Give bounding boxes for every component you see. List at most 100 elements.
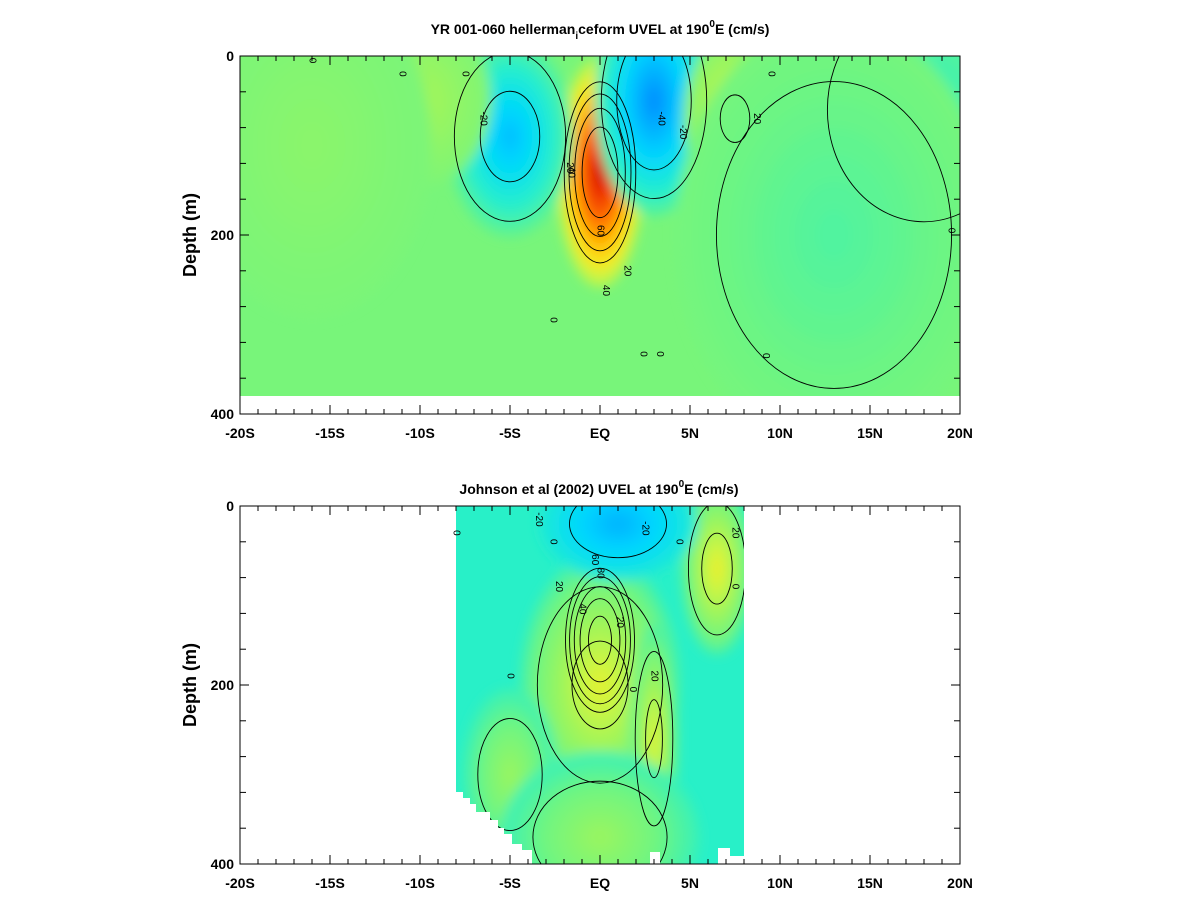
contour-label: 0 (396, 71, 407, 77)
contour-label: 20 (729, 527, 740, 539)
chart-panel-observations: Johnson et al (2002) UVEL at 1900E (cm/s… (180, 479, 973, 891)
velocity-band (608, 516, 628, 532)
velocity-field-model (240, 56, 960, 396)
x-tick-label: 15N (857, 875, 883, 891)
contour-line (563, 81, 637, 264)
contour-label: 0 (760, 353, 771, 359)
contour-line (569, 576, 631, 705)
contour-label: 0 (504, 673, 515, 679)
contour-label: 0 (729, 584, 740, 590)
contour-label: 0 (674, 539, 685, 545)
contour-line (453, 56, 567, 222)
x-tick-label: 5N (681, 875, 699, 891)
velocity-core (681, 506, 744, 655)
contour-line (634, 651, 674, 827)
x-tick-label: 10N (767, 425, 793, 441)
y-tick-label: 400 (211, 406, 235, 422)
x-tick-label: 5N (681, 425, 699, 441)
x-tick-label: EQ (590, 875, 610, 891)
y-tick-label: 200 (211, 677, 235, 693)
contour-line (532, 780, 668, 864)
contour-label: 20 (614, 617, 625, 629)
contour-label: 40 (576, 603, 587, 615)
y-tick-label: 400 (211, 856, 235, 872)
contour-line (571, 640, 629, 730)
contour-line (616, 56, 692, 171)
x-tick-label: -10S (405, 425, 435, 441)
x-tick-label: 10N (767, 875, 793, 891)
contour-label: -40 (656, 111, 667, 126)
contour-line (565, 567, 635, 713)
contour-line (574, 107, 626, 237)
velocity-band (646, 86, 662, 116)
contour-labels-observations: -20 -20 0 0 0 20 60 80 20 40 20 0 0 0 20 (450, 512, 740, 692)
contour-label: 0 (459, 71, 470, 77)
contour-line (588, 615, 612, 665)
velocity-band (814, 208, 854, 262)
contour-lines-observations (477, 506, 744, 864)
velocity-band (502, 124, 518, 150)
velocity-band (712, 557, 722, 580)
velocity-band (590, 668, 610, 702)
velocity-core (240, 56, 431, 318)
contour-label: 20 (648, 670, 659, 682)
contour-label: 0 (945, 228, 956, 234)
contour-label: 40 (566, 167, 577, 179)
x-tick-label: 20N (947, 875, 973, 891)
chart-title-observations: Johnson et al (2002) UVEL at 1900E (cm/s… (459, 479, 738, 497)
contour-label: 80 (594, 568, 605, 580)
contour-label: 20 (751, 113, 762, 125)
velocity-band (594, 158, 606, 187)
x-tick-label: EQ (590, 425, 610, 441)
x-tick-label: 20N (947, 425, 973, 441)
x-tick-label: -5S (499, 425, 521, 441)
y-axis-label-model: Depth (m) (180, 193, 200, 277)
contour-label: 0 (548, 317, 559, 323)
velocity-field-observations (456, 506, 744, 864)
contour-line (701, 532, 733, 605)
contour-line (687, 506, 744, 636)
x-tick-label: -15S (315, 425, 345, 441)
contour-label: 0 (548, 539, 559, 545)
contour-line (477, 718, 543, 831)
velocity-band (587, 826, 613, 848)
contour-line (479, 90, 541, 183)
contour-label: 40 (600, 285, 611, 297)
missing-data-mask-south (456, 792, 532, 864)
x-tick-label: 15N (857, 425, 883, 441)
contour-label: 0 (450, 530, 461, 536)
velocity-core (538, 506, 698, 582)
chart-title-model: YR 001-060 hellermaniceform UVEL at 1900… (431, 19, 770, 42)
y-tick-label: 200 (211, 227, 235, 243)
contour-lines-model (453, 56, 960, 389)
x-tick-label: -5S (499, 875, 521, 891)
contour-line (826, 56, 960, 223)
contour-label: 0 (654, 351, 665, 357)
x-tick-label: -20S (225, 425, 255, 441)
chart-panel-model: YR 001-060 hellermaniceform UVEL at 1900… (180, 19, 973, 441)
contour-line (536, 586, 664, 784)
velocity-core (594, 56, 714, 216)
contour-line (568, 93, 632, 252)
velocity-cores (240, 56, 960, 396)
contour-label: 20 (564, 162, 575, 174)
velocity-core (501, 751, 699, 864)
contour-line (569, 506, 667, 559)
x-tick-label: -10S (405, 875, 435, 891)
y-tick-label: 0 (226, 498, 234, 514)
contour-label: -20 (477, 111, 488, 126)
x-tick-label: -15S (315, 875, 345, 891)
missing-data-mask-north (650, 848, 744, 864)
contour-line (719, 94, 751, 143)
contour-label: -20 (639, 521, 650, 536)
contour-label: -20 (677, 125, 688, 140)
contour-label: -20 (533, 512, 544, 527)
velocity-band (504, 763, 516, 786)
contour-label: 0 (638, 351, 649, 357)
y-tick-label: 0 (226, 48, 234, 64)
contour-label: 60 (589, 554, 600, 566)
